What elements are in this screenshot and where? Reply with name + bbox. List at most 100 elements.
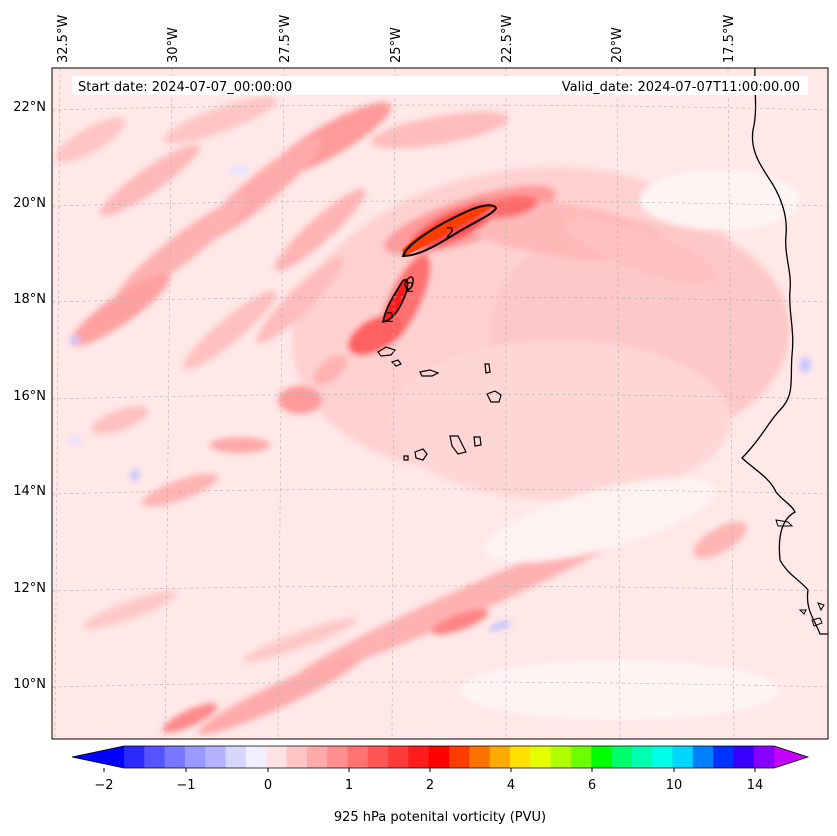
colorbar-swatch — [184, 746, 206, 768]
colorbar-swatch — [489, 746, 511, 768]
colorbar-swatch — [692, 746, 714, 768]
pv-field-blob — [69, 436, 81, 444]
colorbar-swatch — [327, 746, 348, 768]
meridian-gridline — [391, 68, 396, 739]
colorbar-swatch — [672, 746, 694, 768]
field-blobs — [54, 96, 811, 735]
parallel-gridline — [52, 488, 828, 495]
colorbar-swatch — [733, 746, 755, 768]
pv-contour-small — [404, 276, 414, 290]
colorbar-extend-max — [774, 746, 808, 768]
lon-tick-label: 32.5°W — [56, 15, 71, 63]
parallel-gridline — [52, 296, 828, 303]
pv-field-blob — [431, 609, 489, 635]
colorbar-swatch — [205, 746, 227, 768]
map-frame — [51, 67, 829, 740]
colorbar-swatch — [367, 746, 389, 768]
colorbar-swatch — [266, 746, 287, 768]
meridian-gridline — [616, 68, 621, 739]
meridian-gridline — [54, 68, 61, 739]
island-santo-antao — [377, 346, 397, 357]
pv-field-blob — [390, 340, 730, 500]
contour-labels: 2 2 2 — [386, 226, 454, 326]
pv-field-blob — [100, 144, 200, 216]
island-fogo — [414, 448, 428, 461]
gambia-detail — [775, 519, 794, 527]
lat-tick-label: 22°N — [13, 100, 46, 115]
pv-field-blob — [210, 437, 270, 453]
colorbar-swatch — [225, 746, 247, 768]
pv-field-blob — [70, 273, 170, 347]
lon-tick-label: 22.5°W — [500, 15, 515, 63]
colorbar-swatch — [713, 746, 734, 768]
parallel-gridline — [52, 585, 828, 592]
cbar-tick-label: 4 — [507, 778, 515, 793]
colorbar-swatches — [124, 746, 775, 768]
cbar-tick-label: 10 — [666, 778, 683, 793]
island-santiago — [449, 435, 467, 455]
map-panel: 2 2 2 Start date: 2024-07-07_00:00:00 Va… — [52, 68, 828, 739]
pv-field-blob — [54, 117, 126, 163]
colorbar-swatch — [631, 746, 653, 768]
valid-date: Valid_date: 2024-07-07T11:00:00.00 — [562, 80, 800, 95]
pv-field-blob — [69, 336, 81, 344]
colorbar-swatch — [530, 746, 552, 768]
pv-field-blob — [230, 165, 250, 175]
meridian-gridline — [727, 68, 735, 739]
island-brava — [403, 455, 409, 461]
parallel-gridline — [52, 393, 828, 400]
pv-field-blob — [564, 216, 716, 284]
meridian-gridline — [277, 68, 285, 739]
colorbar-swatch — [570, 746, 592, 768]
lon-tick-label: 20°W — [610, 27, 625, 63]
colorbar-swatch — [347, 746, 369, 768]
colorbar-tick-labels: −2 −1 0 1 2 4 6 10 14 — [94, 778, 763, 793]
colorbar-swatch — [408, 746, 430, 768]
pv-field-blob — [278, 386, 322, 414]
contour-label: 2 — [446, 226, 454, 241]
pv-field-blob — [483, 477, 717, 563]
island-boa-vista — [486, 390, 502, 403]
cbar-tick-label: 0 — [264, 778, 272, 793]
parallel-gridline — [52, 681, 828, 688]
colorbar-swatch — [164, 746, 186, 768]
colorbar-swatch — [286, 746, 308, 768]
lat-tick-label: 14°N — [13, 484, 46, 499]
pv-field-blob — [91, 406, 149, 434]
cbar-tick-label: −2 — [94, 778, 113, 793]
pv-contour-south — [381, 278, 409, 324]
lat-tick-label: 20°N — [13, 196, 46, 211]
colorbar-swatch — [591, 746, 612, 768]
island-sal — [484, 363, 491, 374]
bissagos-islands — [798, 602, 825, 627]
cbar-tick-label: 1 — [345, 778, 353, 793]
pv-field-blob — [82, 590, 178, 630]
lat-tick-label: 12°N — [13, 581, 46, 596]
cbar-tick-label: 14 — [747, 778, 764, 793]
parallel-gridline — [52, 200, 828, 207]
pv-field-blob — [243, 618, 357, 662]
colorbar-swatch — [611, 746, 633, 768]
pv-field-blob — [198, 655, 362, 735]
colorbar-outline — [71, 745, 810, 769]
pv-field-blob — [163, 96, 277, 144]
contour-label: 2 — [406, 281, 414, 296]
africa-coastline — [741, 68, 828, 635]
lat-tick-label: 18°N — [13, 292, 46, 307]
lon-tick-label: 17.5°W — [722, 15, 737, 63]
pv-field-blob — [460, 660, 780, 720]
pv-field-blob — [799, 357, 811, 373]
colorbar: −2 −1 0 1 2 4 6 10 14 925 hPa potenital … — [71, 745, 810, 825]
coast-details — [775, 519, 825, 627]
colorbar-swatch — [652, 746, 673, 768]
cape-verde-islands — [377, 346, 502, 461]
pv-field-blob — [116, 199, 244, 301]
contour-label: 2 — [386, 311, 394, 326]
meridian-gridline — [164, 68, 173, 739]
parallel-gridline — [52, 104, 828, 111]
pv-field-blob — [274, 188, 366, 272]
latitude-labels: 22°N 20°N 18°N 16°N 14°N 12°N 10°N — [13, 100, 46, 692]
pv-field-blob — [142, 473, 218, 507]
island-maio — [473, 436, 482, 447]
